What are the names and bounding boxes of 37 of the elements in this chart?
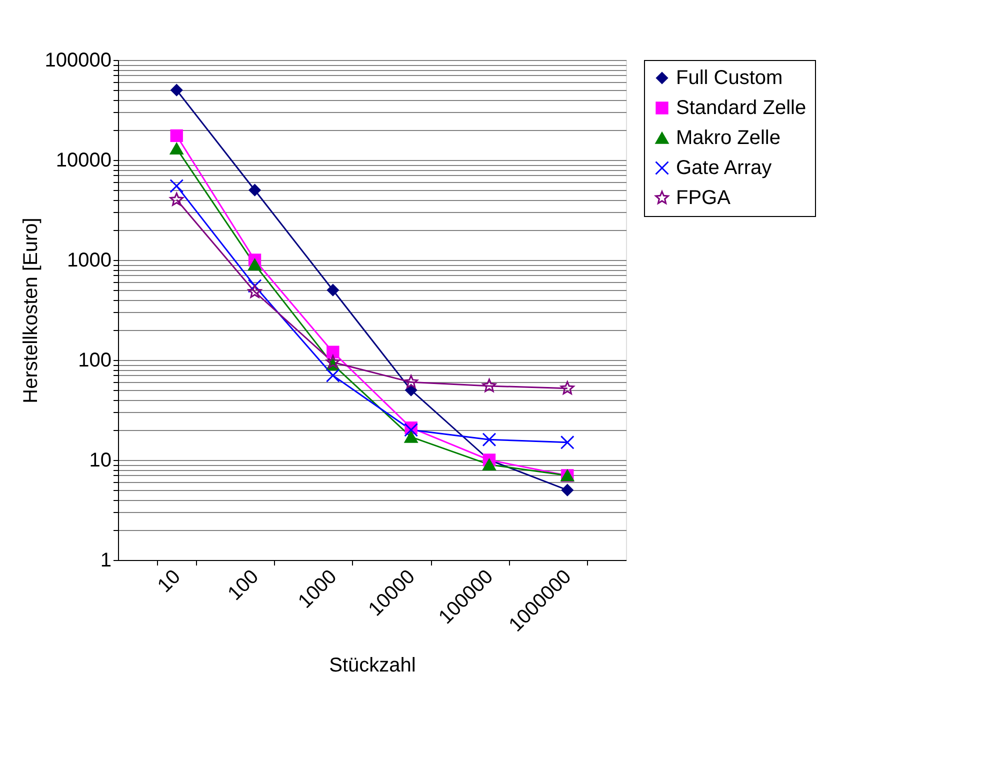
- x-axis-title: Stückzahl: [329, 654, 416, 677]
- point: [326, 354, 340, 368]
- point: [560, 435, 574, 450]
- point: [170, 142, 184, 154]
- point: [482, 458, 496, 470]
- point: [170, 129, 183, 142]
- legend-label: Makro Zelle: [676, 127, 780, 149]
- legend-label: Standard Zelle: [676, 97, 806, 119]
- point: [482, 378, 496, 392]
- point: [248, 278, 262, 293]
- y-tick-label: 10000: [56, 150, 112, 172]
- point: [170, 192, 184, 206]
- point: [248, 184, 261, 196]
- point: [326, 346, 340, 358]
- point: [326, 284, 339, 296]
- y-tick-label: 1: [100, 550, 112, 572]
- point: [248, 284, 262, 298]
- y-axis-title: Herstellkosten [Euro]: [20, 218, 42, 404]
- point: [404, 374, 418, 388]
- y-tick-label: 10: [89, 450, 112, 472]
- y-tick-label: 100: [78, 350, 112, 372]
- point: [404, 422, 418, 437]
- point: [326, 368, 340, 382]
- legend-label: Full Custom: [676, 67, 783, 89]
- x-tick-label: 10: [154, 566, 185, 598]
- point: [248, 258, 262, 270]
- y-tick-label: 1000: [67, 250, 112, 272]
- point: [170, 178, 184, 193]
- point: [560, 381, 574, 394]
- x-tick-label: 100: [224, 566, 264, 605]
- point: [404, 431, 418, 443]
- point: [170, 84, 183, 96]
- point: [482, 432, 496, 447]
- point: [561, 484, 574, 496]
- legend-label: FPGA: [676, 187, 732, 209]
- y-tick-label: 100000: [44, 50, 112, 72]
- legend-label: Gate Array: [676, 157, 772, 179]
